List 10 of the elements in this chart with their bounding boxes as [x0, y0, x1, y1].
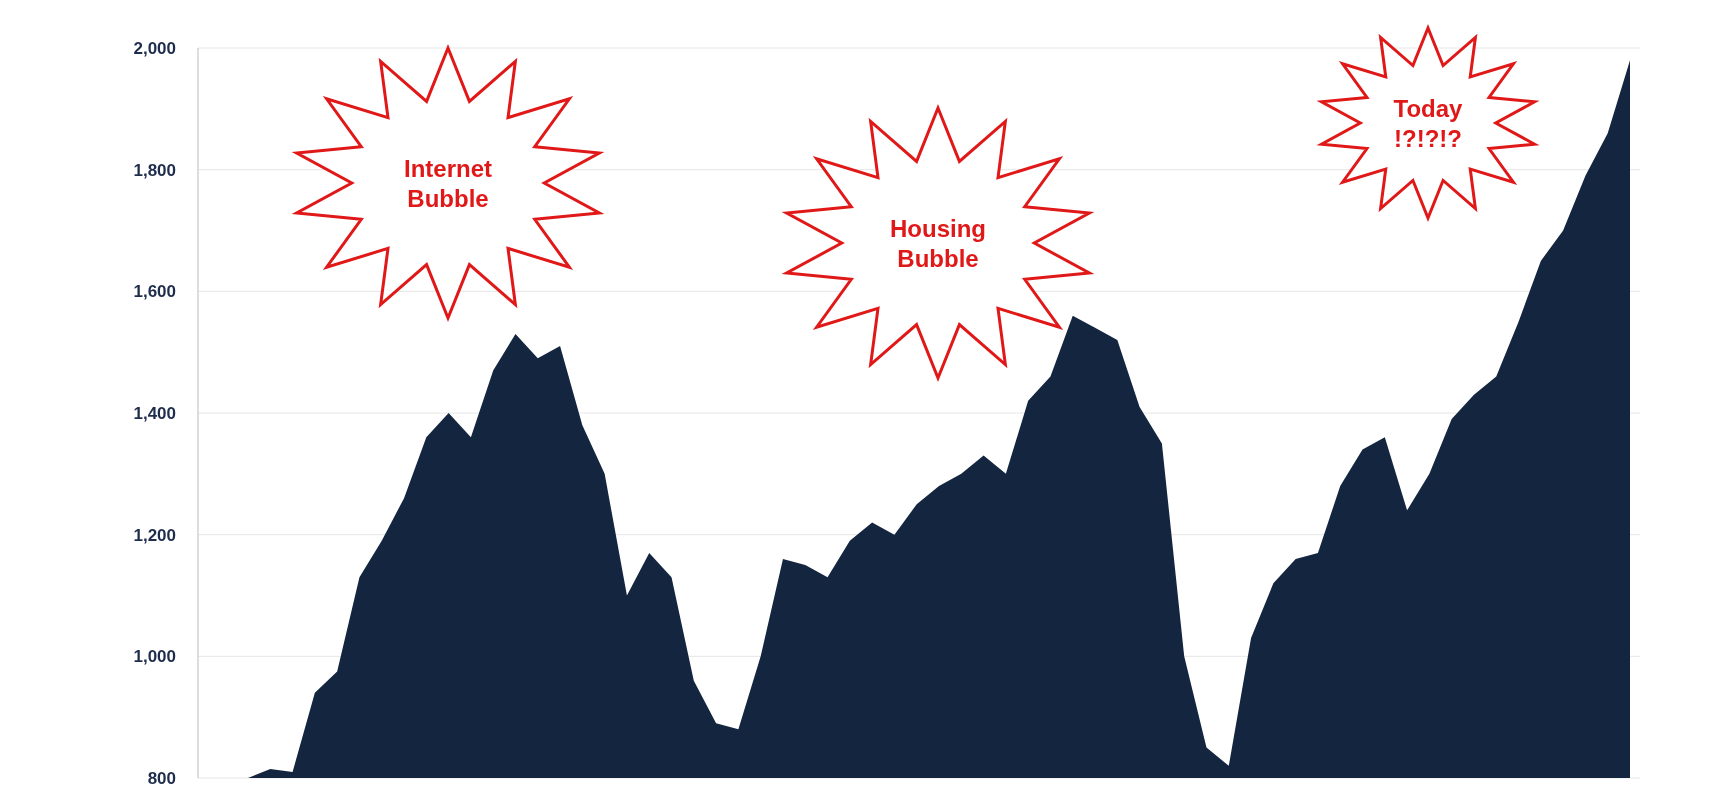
y-tick-label: 1,600: [133, 282, 176, 302]
y-tick-label: 1,200: [133, 525, 176, 545]
annotation: Today !?!?!?: [1393, 95, 1464, 153]
annotation: Internet Bubble: [403, 155, 493, 213]
y-tick-label: 1,000: [133, 647, 176, 667]
y-tick-label: 2,000: [133, 38, 176, 58]
y-tick-label: 1,400: [133, 403, 176, 423]
y-tick-label: 800: [147, 768, 176, 788]
annotation: Housing Bubble: [890, 215, 986, 273]
y-tick-label: 1,800: [133, 160, 176, 180]
